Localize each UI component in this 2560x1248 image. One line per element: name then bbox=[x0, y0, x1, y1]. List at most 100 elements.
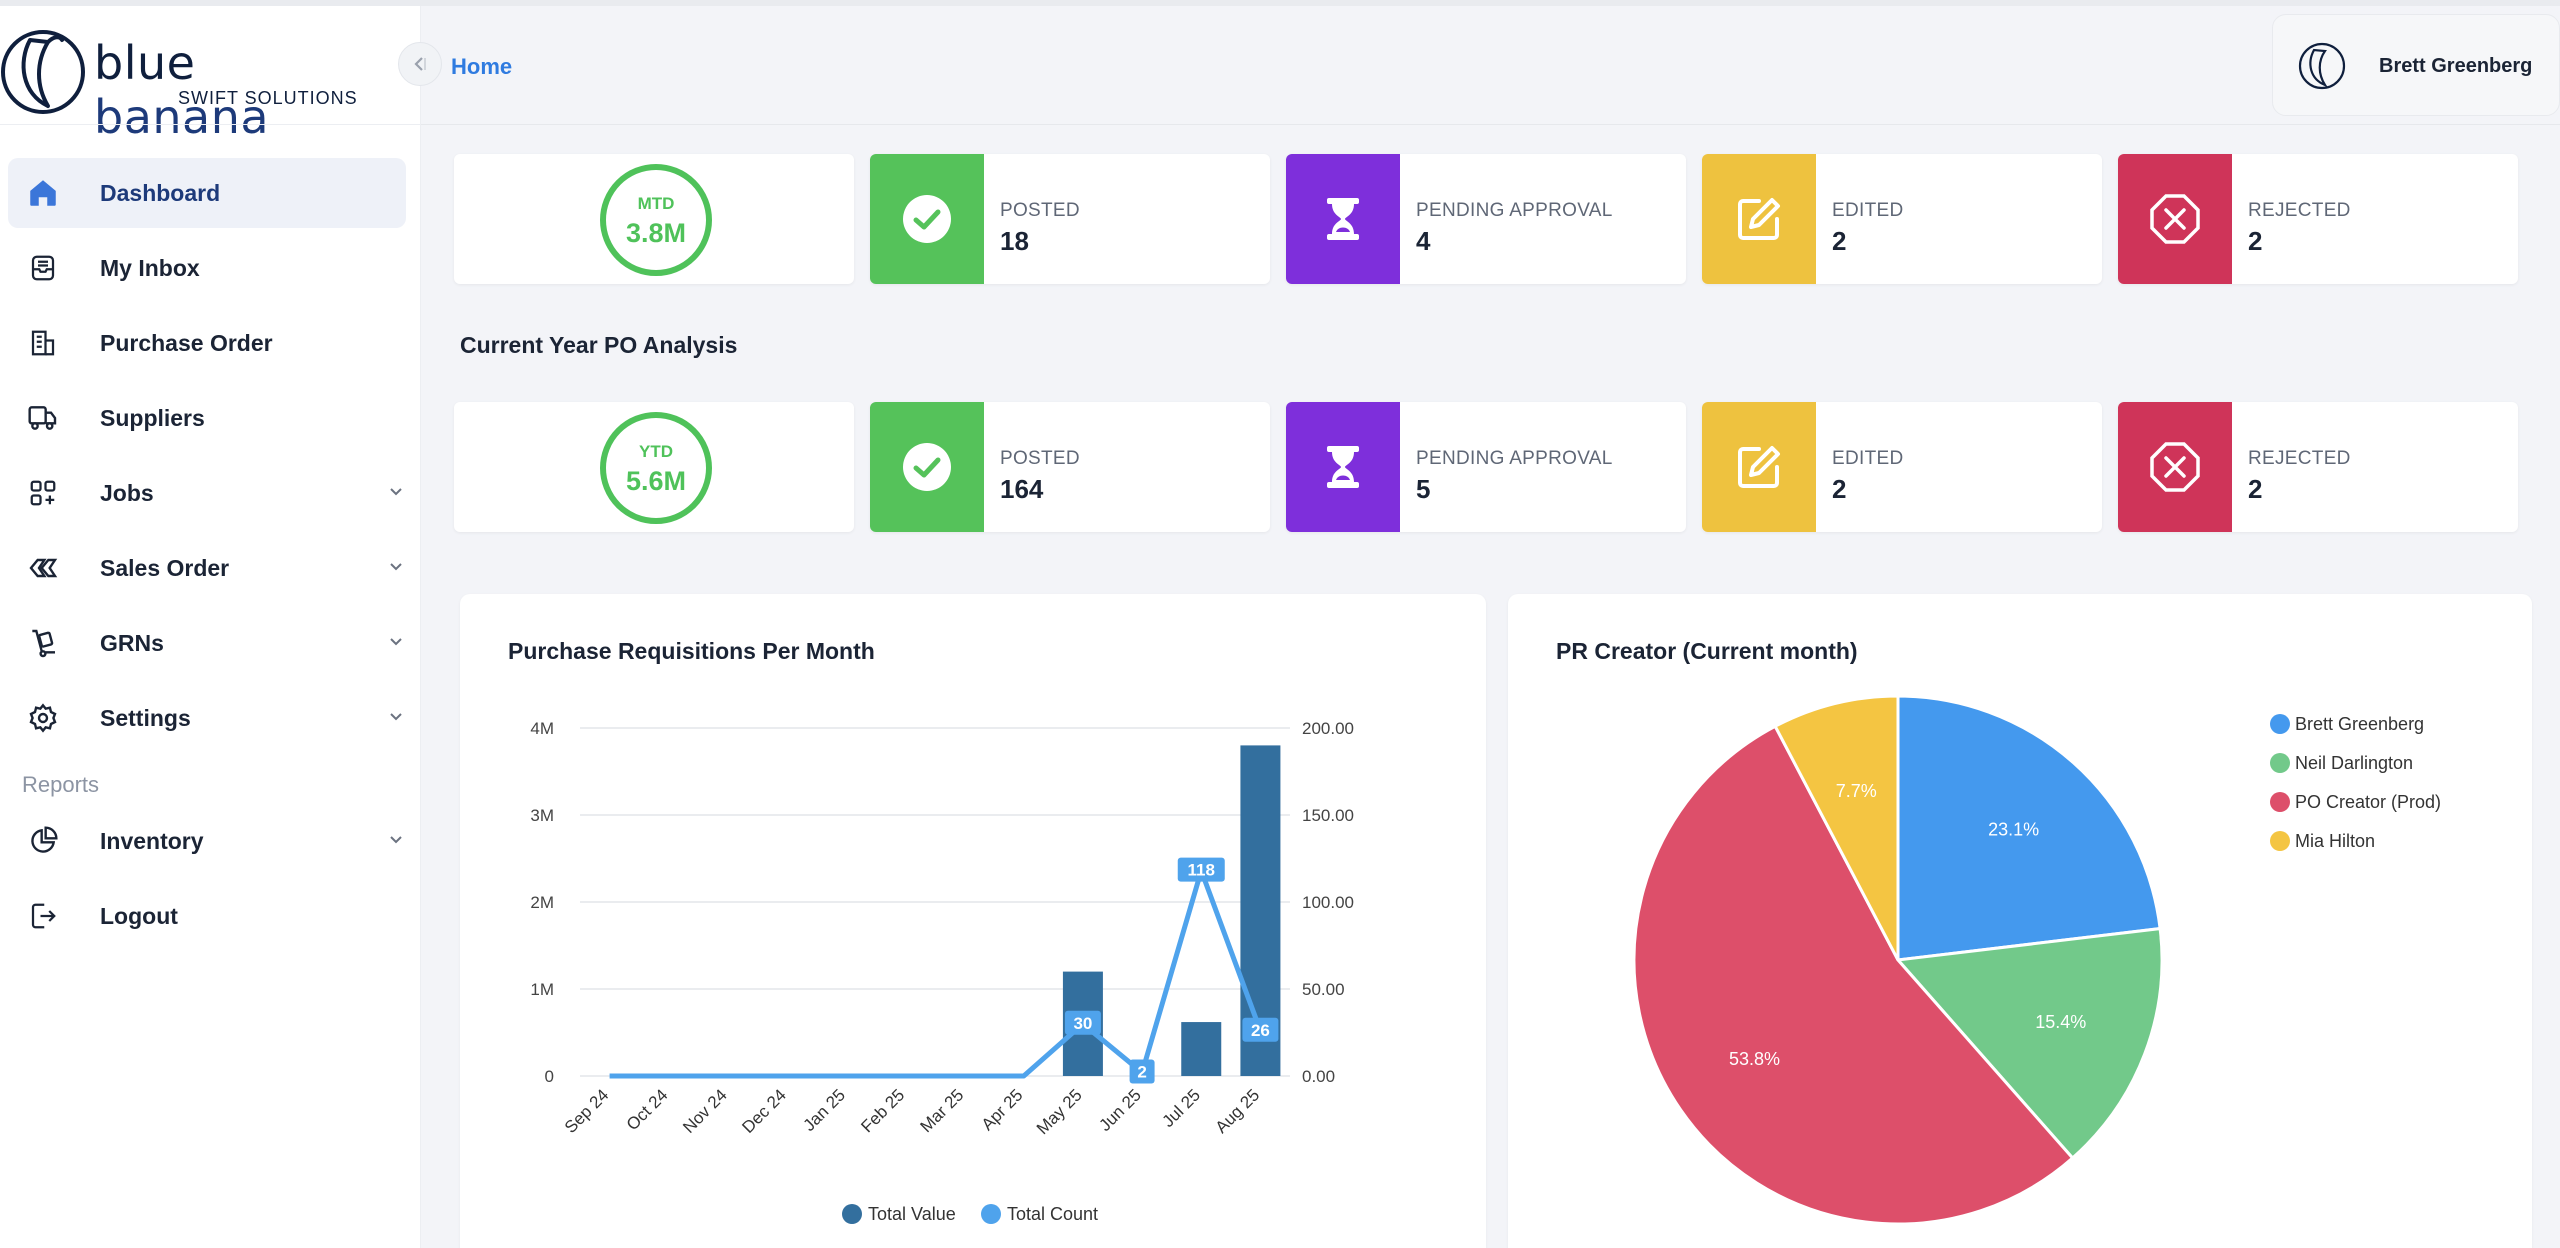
sidebar: blue banana SWIFT SOLUTIONS Dashboard My… bbox=[0, 6, 421, 1248]
pie-slice bbox=[1773, 694, 1900, 961]
mtd-rejected-card[interactable]: REJECTED 2 bbox=[2118, 154, 2518, 284]
pending-label: PENDING APPROVAL bbox=[1416, 448, 1613, 469]
legend-swatch bbox=[2270, 714, 2290, 734]
rejected-icon-block bbox=[2118, 154, 2232, 284]
sidebar-item-logout[interactable]: Logout bbox=[8, 881, 406, 951]
legend-swatch bbox=[2270, 792, 2290, 812]
x-tick-label: Dec 24 bbox=[738, 1085, 790, 1137]
legend-swatch bbox=[2270, 753, 2290, 773]
mtd-ring-value: 3.8M bbox=[625, 218, 687, 248]
sidebar-item-inventory[interactable]: Inventory bbox=[8, 806, 406, 876]
legend-swatch bbox=[842, 1204, 862, 1224]
user-name: Brett Greenberg bbox=[2379, 55, 2533, 77]
brand-name-part2: banana bbox=[94, 90, 270, 144]
gear-icon bbox=[8, 683, 78, 753]
rejected-value: 2 bbox=[2248, 474, 2263, 504]
legend-label: Total Count bbox=[1007, 1204, 1098, 1224]
ytd-total-card[interactable]: YTD 5.6M bbox=[454, 402, 854, 532]
check-circle-icon bbox=[903, 443, 951, 491]
purchase-order-icon bbox=[8, 308, 78, 378]
sidebar-item-label: GRNs bbox=[100, 629, 164, 656]
reports-nav: Inventory Logout bbox=[8, 806, 406, 956]
y-left-tick-label: 2M bbox=[530, 893, 554, 912]
mtd-total-card[interactable]: MTD 3.8M bbox=[454, 154, 854, 284]
chevron-down-icon bbox=[390, 488, 402, 496]
top-edge bbox=[0, 0, 2560, 6]
sidebar-collapse-button[interactable] bbox=[398, 42, 442, 86]
sidebar-item-settings[interactable]: Settings bbox=[8, 683, 406, 753]
slice-label: 7.7% bbox=[1836, 781, 1877, 801]
sidebar-item-label: Logout bbox=[100, 902, 178, 929]
sidebar-item-sales-order[interactable]: Sales Order bbox=[8, 533, 406, 603]
sidebar-item-label: Jobs bbox=[100, 479, 154, 506]
ytd-rejected-card[interactable]: REJECTED 2 bbox=[2118, 402, 2518, 532]
slice-label: 15.4% bbox=[2035, 1012, 2086, 1032]
mtd-pending-card[interactable]: PENDING APPROVAL 4 bbox=[1286, 154, 1686, 284]
sidebar-item-label: Inventory bbox=[100, 827, 204, 854]
data-label-box bbox=[1129, 1059, 1155, 1084]
pr-creator-panel: PR Creator (Current month) 23.1% 15.4% 53.… bbox=[1508, 594, 2532, 1248]
sidebar-item-label: Purchase Order bbox=[100, 329, 273, 356]
brand-logo[interactable]: blue banana SWIFT SOLUTIONS bbox=[0, 22, 360, 144]
y-right-tick-label: 50.00 bbox=[1302, 980, 1345, 999]
sidebar-item-dashboard[interactable]: Dashboard bbox=[8, 158, 406, 228]
ytd-ring-value: 5.6M bbox=[625, 466, 687, 496]
sidebar-item-suppliers[interactable]: Suppliers bbox=[8, 383, 406, 453]
data-label-box bbox=[1177, 857, 1225, 882]
close-octagon-icon bbox=[2150, 442, 2200, 492]
x-tick-label: Jan 25 bbox=[800, 1085, 850, 1135]
brand-name-part1: blue bbox=[94, 36, 196, 90]
data-label-box bbox=[1242, 1017, 1279, 1042]
count-line bbox=[609, 868, 1263, 1079]
ytd-pending-card[interactable]: PENDING APPROVAL 5 bbox=[1286, 402, 1686, 532]
chart-title: Purchase Requisitions Per Month bbox=[508, 638, 875, 664]
posted-label: POSTED bbox=[1000, 200, 1080, 221]
pr-per-month-panel: Purchase Requisitions Per Month 4M 3M 2M 1M… bbox=[460, 594, 1486, 1248]
ytd-edited-card[interactable]: EDITED 2 bbox=[1702, 402, 2102, 532]
jobs-grid-icon bbox=[8, 458, 78, 528]
slice-label: 23.1% bbox=[1988, 820, 2039, 840]
close-octagon-icon bbox=[2150, 194, 2200, 244]
sidebar-item-jobs[interactable]: Jobs bbox=[8, 458, 406, 528]
rejected-label: REJECTED bbox=[2248, 200, 2351, 221]
chevron-down-icon bbox=[390, 563, 402, 571]
hourglass-icon bbox=[1327, 446, 1359, 488]
sidebar-item-label: Suppliers bbox=[100, 404, 205, 431]
sidebar-item-label: Settings bbox=[100, 704, 191, 731]
edited-icon-block bbox=[1702, 154, 1816, 284]
user-profile[interactable]: Brett Greenberg bbox=[2272, 14, 2560, 116]
x-tick-label: Sep 24 bbox=[561, 1085, 613, 1137]
posted-value: 164 bbox=[1000, 474, 1044, 504]
chevron-down-icon bbox=[390, 638, 402, 646]
edited-icon-block bbox=[1702, 402, 1816, 532]
sidebar-item-my-inbox[interactable]: My Inbox bbox=[8, 233, 406, 303]
edited-label: EDITED bbox=[1832, 200, 1904, 221]
y-right-tick-label: 0.00 bbox=[1302, 1067, 1335, 1086]
inbox-icon bbox=[8, 233, 78, 303]
edit-icon bbox=[1738, 198, 1780, 240]
rejected-value: 2 bbox=[2248, 226, 2263, 256]
sidebar-item-label: Dashboard bbox=[100, 179, 221, 206]
mtd-edited-card[interactable]: EDITED 2 bbox=[1702, 154, 2102, 284]
truck-icon bbox=[8, 383, 78, 453]
brand-name: blue banana bbox=[94, 36, 360, 144]
hand-truck-icon bbox=[8, 608, 78, 678]
mtd-ring-label: MTD bbox=[637, 194, 675, 213]
sidebar-item-purchase-order[interactable]: Purchase Order bbox=[8, 308, 406, 378]
reports-section-label: Reports bbox=[22, 772, 100, 797]
breadcrumb-home[interactable]: Home bbox=[451, 54, 513, 79]
edit-icon bbox=[1738, 446, 1780, 488]
x-tick-label: Oct 24 bbox=[623, 1085, 672, 1134]
edited-value: 2 bbox=[1832, 474, 1847, 504]
x-tick-label: Jul 25 bbox=[1159, 1085, 1205, 1131]
data-label: 30 bbox=[1073, 1014, 1092, 1033]
mtd-posted-card[interactable]: POSTED 18 bbox=[870, 154, 1270, 284]
chevron-down-icon bbox=[390, 836, 402, 844]
posted-label: POSTED bbox=[1000, 448, 1080, 469]
divider bbox=[421, 124, 2560, 125]
legend-label: Brett Greenberg bbox=[2295, 714, 2424, 734]
y-right-tick-label: 200.00 bbox=[1302, 719, 1354, 738]
ytd-posted-card[interactable]: POSTED 164 bbox=[870, 402, 1270, 532]
pie-slice bbox=[1894, 926, 2164, 1161]
sidebar-item-grns[interactable]: GRNs bbox=[8, 608, 406, 678]
